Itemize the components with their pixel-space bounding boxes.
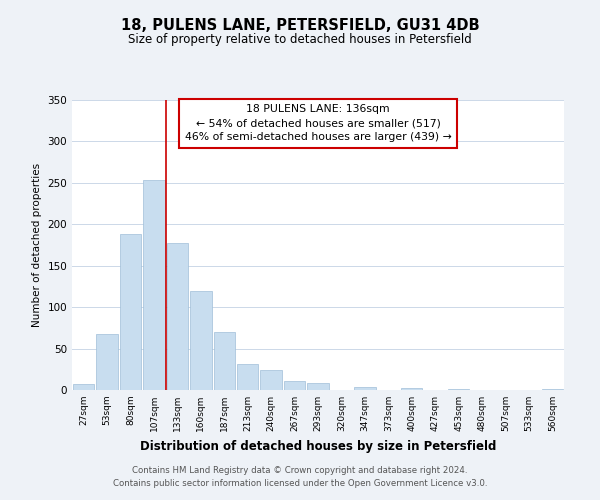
- Bar: [167, 244, 188, 390]
- Bar: [190, 292, 212, 390]
- Bar: [542, 389, 563, 390]
- Bar: [260, 370, 282, 390]
- Bar: [354, 386, 376, 390]
- Bar: [401, 388, 422, 390]
- Text: Size of property relative to detached houses in Petersfield: Size of property relative to detached ho…: [128, 32, 472, 46]
- Text: 18, PULENS LANE, PETERSFIELD, GU31 4DB: 18, PULENS LANE, PETERSFIELD, GU31 4DB: [121, 18, 479, 32]
- Bar: [73, 384, 94, 390]
- Bar: [214, 332, 235, 390]
- Bar: [143, 180, 165, 390]
- Bar: [284, 381, 305, 390]
- Bar: [448, 389, 469, 390]
- Bar: [307, 382, 329, 390]
- Bar: [237, 364, 259, 390]
- Bar: [97, 334, 118, 390]
- Text: Contains HM Land Registry data © Crown copyright and database right 2024.
Contai: Contains HM Land Registry data © Crown c…: [113, 466, 487, 487]
- Bar: [120, 234, 142, 390]
- Y-axis label: Number of detached properties: Number of detached properties: [32, 163, 42, 327]
- Text: 18 PULENS LANE: 136sqm
← 54% of detached houses are smaller (517)
46% of semi-de: 18 PULENS LANE: 136sqm ← 54% of detached…: [185, 104, 451, 142]
- X-axis label: Distribution of detached houses by size in Petersfield: Distribution of detached houses by size …: [140, 440, 496, 452]
